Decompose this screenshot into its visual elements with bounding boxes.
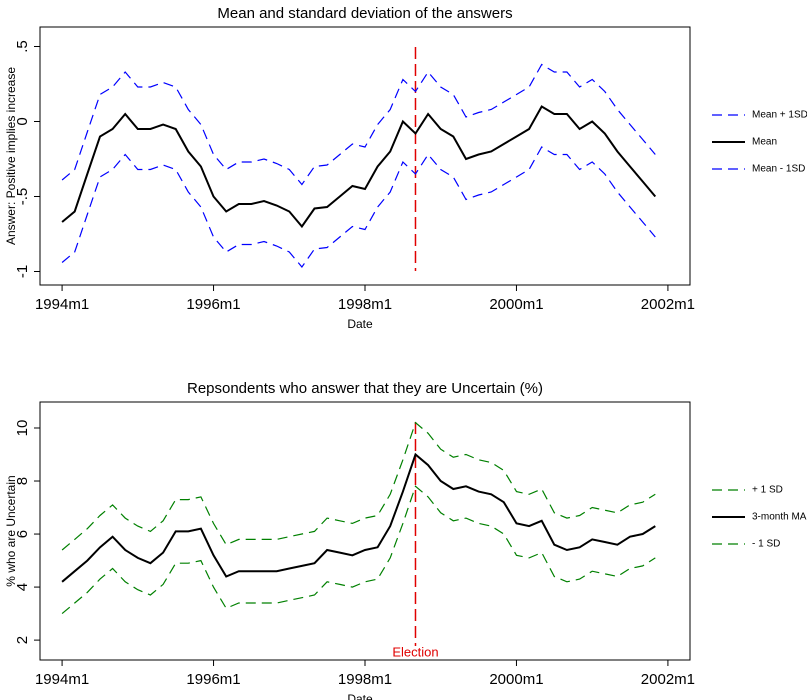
legend-label: Mean - 1SD xyxy=(752,164,805,175)
y-tick-label: 2 xyxy=(14,636,31,644)
chart-title: Repsondents who answer that they are Unc… xyxy=(187,380,543,397)
plot-frame xyxy=(39,26,691,286)
y-tick-label: 0 xyxy=(14,117,31,125)
y-tick-label: .5 xyxy=(14,40,31,53)
legend-label: Mean xyxy=(752,137,777,148)
x-tick-label: 2002m1 xyxy=(641,296,695,313)
y-tick-label: -1 xyxy=(14,265,31,278)
legend-label: + 1 SD xyxy=(752,485,783,496)
x-tick-label: 1996m1 xyxy=(186,296,240,313)
y-axis-label: Answer: Positive implies increase xyxy=(4,67,18,245)
y-tick-label: -.5 xyxy=(14,188,31,206)
legend-label: - 1 SD xyxy=(752,539,780,550)
x-tick-label: 1998m1 xyxy=(338,296,392,313)
series-line xyxy=(61,485,656,615)
x-tick-label: 1996m1 xyxy=(186,671,240,688)
series-line xyxy=(61,63,656,186)
legend-label: 3-month MA xyxy=(752,512,807,523)
series-line xyxy=(61,421,656,551)
chart-title: Mean and standard deviation of the answe… xyxy=(217,5,512,22)
series-line xyxy=(61,105,657,229)
x-tick-label: 1994m1 xyxy=(35,671,89,688)
x-tick-label: 1994m1 xyxy=(35,296,89,313)
x-tick-label: 2000m1 xyxy=(489,671,543,688)
y-tick-label: 10 xyxy=(14,420,31,437)
x-tick-label: 2002m1 xyxy=(641,671,695,688)
x-tick-label: 1998m1 xyxy=(338,671,392,688)
series-line xyxy=(61,452,656,583)
series-line xyxy=(61,146,656,268)
y-tick-label: 8 xyxy=(14,477,31,485)
annotation: Election xyxy=(392,644,438,659)
y-tick-label: 4 xyxy=(14,583,31,591)
x-axis-label: Date xyxy=(347,692,373,700)
y-axis-label: % who are Uncertain xyxy=(4,475,18,586)
y-tick-label: 6 xyxy=(14,530,31,538)
x-tick-label: 2000m1 xyxy=(489,296,543,313)
x-axis-label: Date xyxy=(347,317,373,331)
legend-label: Mean + 1SD xyxy=(752,110,807,121)
plot-frame xyxy=(39,401,691,661)
